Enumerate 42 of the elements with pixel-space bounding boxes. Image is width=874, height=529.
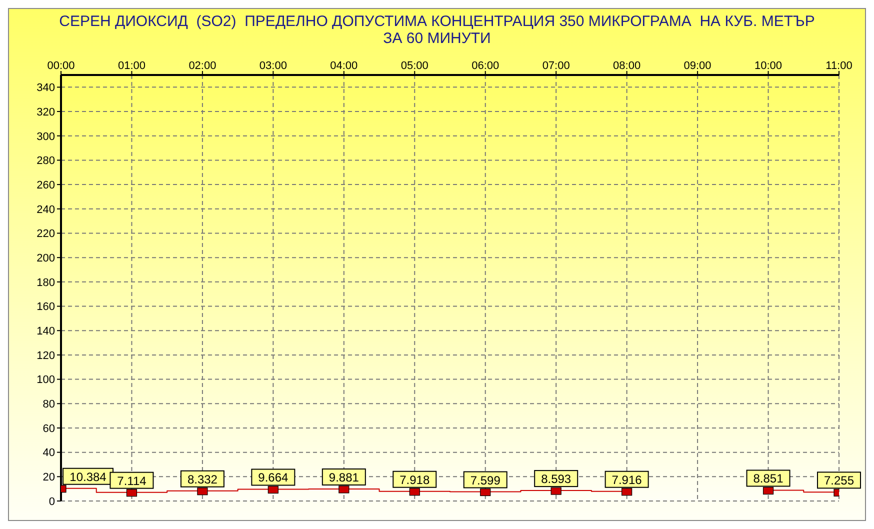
data-label: 7.114: [117, 474, 147, 488]
x-tick-label: 10:00: [754, 60, 782, 72]
y-tick-label: 100: [36, 374, 55, 386]
y-tick-label: 20: [42, 472, 55, 484]
y-tick-label: 180: [36, 276, 55, 289]
data-label: 7.599: [470, 473, 501, 488]
y-tick-label: 240: [36, 204, 55, 216]
data-label: 8.593: [541, 472, 572, 486]
data-label: 9.664: [258, 470, 289, 485]
x-tick-label: 07:00: [542, 60, 570, 72]
data-label: 7.255: [824, 474, 854, 488]
data-label: 7.916: [612, 472, 642, 487]
x-tick-label: 00:00: [47, 60, 75, 72]
y-tick-label: 120: [36, 350, 55, 362]
y-tick-label: 60: [42, 422, 55, 435]
y-tick-label: 200: [36, 252, 55, 264]
y-tick-label: 0: [48, 496, 55, 508]
data-label: 7.918: [400, 472, 430, 487]
x-tick-label: 03:00: [259, 60, 287, 72]
y-tick-label: 260: [36, 179, 55, 192]
x-tick-label: 08:00: [613, 60, 641, 72]
x-tick-label: 04:00: [330, 60, 358, 72]
data-label: 9.881: [328, 470, 360, 484]
y-tick-label: 80: [42, 398, 55, 411]
y-tick-label: 280: [36, 155, 55, 168]
y-tick-label: 320: [36, 106, 55, 118]
data-label: 8.332: [187, 472, 218, 486]
data-label: 10.384: [70, 470, 107, 484]
y-tick-label: 160: [36, 301, 55, 314]
x-tick-label: 05:00: [400, 60, 428, 72]
y-tick-label: 300: [36, 130, 55, 143]
y-tick-label: 140: [36, 326, 55, 338]
data-label: 8.851: [753, 472, 784, 486]
x-tick-label: 11:00: [826, 60, 852, 72]
x-tick-label: 09:00: [684, 60, 712, 72]
y-tick-label: 40: [42, 447, 55, 460]
x-tick-label: 02:00: [188, 60, 216, 72]
x-tick-label: 06:00: [472, 60, 500, 72]
y-tick-label: 340: [36, 82, 55, 94]
y-tick-label: 220: [36, 228, 55, 240]
x-tick-label: 01:00: [118, 60, 146, 72]
chart-title: СЕРЕН ДИОКСИД (SO2) ПРЕДЕЛНО ДОПУСТИМА КОНЦЕНТРАЦИЯ 350 МИКРОГРАМА НА КУБ. МЕТЪР ЗА 60 МИНУТИ: [58, 12, 816, 49]
